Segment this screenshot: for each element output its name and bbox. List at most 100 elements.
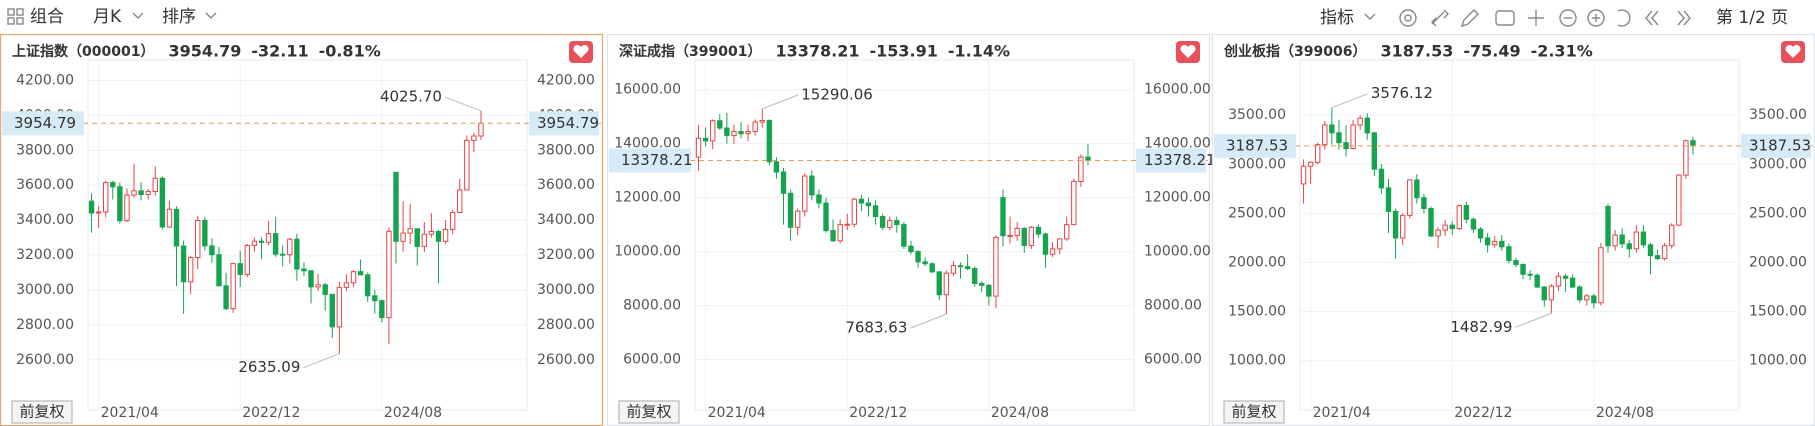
candle-body (180, 245, 187, 283)
candle-body (1555, 275, 1562, 287)
candle-body (1336, 132, 1342, 144)
candle-body (1647, 244, 1654, 257)
candle-body (745, 131, 751, 135)
y2-tick-label: 2500.00 (1749, 205, 1807, 221)
toolbar (0, 0, 1815, 34)
candle-body (1399, 214, 1406, 239)
period-caret[interactable] (132, 12, 144, 19)
candle-body (393, 171, 399, 242)
candle-body (173, 208, 180, 247)
candle-body (166, 208, 173, 228)
adjust-button[interactable] (11, 400, 73, 424)
candle-body (138, 190, 144, 195)
candle-body (442, 228, 449, 242)
y2-tick-label: 16000.00 (1144, 82, 1211, 98)
candle-body (1484, 237, 1491, 246)
candle-body (1428, 207, 1434, 237)
sort-caret[interactable] (205, 12, 217, 19)
y-tick-label: 14000.00 (614, 136, 681, 152)
sort-button[interactable]: 排序 (162, 7, 196, 27)
adjust-button[interactable] (1223, 400, 1285, 424)
candle-body (315, 284, 321, 288)
y-tick-label: 2500.00 (1228, 205, 1286, 221)
candle-body (357, 271, 364, 276)
indicator-caret[interactable] (1364, 13, 1376, 20)
candle-body (1534, 274, 1540, 288)
candle-body (971, 268, 978, 284)
candle-body (435, 231, 442, 242)
combo-button[interactable]: 组合 (30, 7, 64, 27)
y-tick-label: 4200.00 (16, 72, 74, 88)
candle-body (209, 245, 215, 256)
extreme-pointer (910, 313, 947, 329)
x-tick-label: 2024/08 (384, 405, 442, 421)
candle-body (237, 263, 243, 275)
candle-body (780, 171, 787, 194)
candle-body (887, 220, 893, 228)
y-tick-label: 2000.00 (1228, 255, 1286, 271)
price-tag (1741, 133, 1811, 158)
candle-body (964, 266, 971, 270)
plot-area (87, 59, 528, 411)
candle-body (336, 286, 343, 328)
candle-body (364, 274, 371, 297)
price-tag (2, 111, 84, 136)
candle-body (858, 198, 865, 204)
candle-body (901, 224, 907, 247)
candle-body (1598, 247, 1604, 304)
candle-body (929, 263, 935, 273)
candle-body (702, 137, 709, 142)
quote-price: 3187.53 (1380, 42, 1453, 61)
chart-panel[interactable] (606, 33, 1211, 426)
quote-change: -153.91 (869, 42, 937, 61)
candle-body (343, 282, 350, 288)
candle-body (872, 205, 879, 218)
indicator-button[interactable]: 指标 (1320, 8, 1354, 28)
quote-change-pct: -0.81% (319, 42, 381, 61)
candle-body (1442, 224, 1448, 231)
y2-tick-label: 14000.00 (1144, 136, 1211, 152)
candle-body (1385, 187, 1392, 212)
candle-body (1690, 140, 1696, 147)
candle-body (717, 120, 723, 129)
price-tag (1214, 133, 1296, 158)
chart-panel[interactable] (0, 33, 604, 426)
extreme-label: 1482.99 (1450, 318, 1512, 336)
y-tick-label: 3400.00 (16, 212, 74, 228)
x-tick-label: 2021/04 (708, 405, 766, 421)
price-tag-label: 3187.53 (1749, 136, 1811, 154)
y-tick-label: 6000.00 (623, 352, 681, 368)
extreme-pointer (1331, 93, 1369, 109)
chart-panel[interactable] (1211, 33, 1815, 426)
adjust-label[interactable]: 前复权 (626, 403, 671, 421)
candle-body (794, 210, 801, 228)
adjust-button[interactable] (618, 400, 680, 424)
y-tick-label: 16000.00 (614, 82, 681, 98)
candle-body (88, 200, 95, 214)
tool-icons[interactable] (1399, 9, 1691, 28)
candle-body (1021, 227, 1027, 246)
adjust-label[interactable]: 前复权 (19, 403, 64, 421)
quote-title: 创业板指（399006） (1223, 43, 1366, 60)
adjust-label[interactable]: 前复权 (1231, 403, 1276, 421)
candle-body (449, 211, 456, 230)
candle-body (950, 265, 957, 274)
period-button[interactable]: 月K (93, 7, 122, 27)
candle-body (1520, 263, 1526, 275)
y2-tick-label: 1500.00 (1749, 304, 1807, 320)
y2-tick-label: 3000.00 (537, 282, 595, 298)
candle-body (1513, 260, 1519, 265)
candle-body (1435, 229, 1441, 237)
candle-body (1357, 117, 1363, 126)
candle-body (787, 192, 794, 228)
quote-change: -32.11 (251, 42, 308, 61)
candle-body (145, 191, 151, 195)
candle-body (830, 230, 836, 242)
candle-body (1576, 286, 1583, 301)
grid-icon[interactable] (7, 8, 24, 25)
candle-body (464, 139, 470, 191)
y-tick-label: 1000.00 (1228, 353, 1286, 369)
extreme-label: 2635.09 (238, 358, 300, 376)
candle-body (809, 175, 815, 196)
